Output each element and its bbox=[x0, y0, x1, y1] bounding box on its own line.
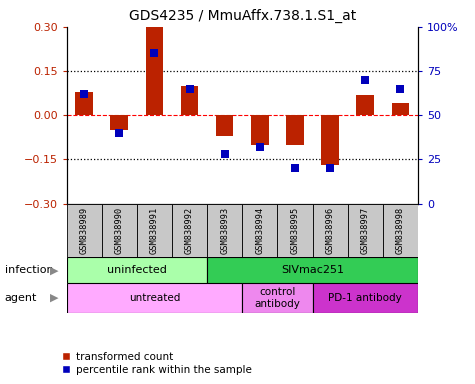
Bar bbox=[66, 283, 242, 313]
Text: ▶: ▶ bbox=[50, 293, 59, 303]
Text: GSM838993: GSM838993 bbox=[220, 207, 229, 254]
Text: GSM838989: GSM838989 bbox=[80, 207, 88, 254]
Bar bbox=[242, 204, 277, 257]
Point bbox=[256, 144, 264, 150]
Text: GSM838996: GSM838996 bbox=[326, 207, 334, 254]
Point bbox=[326, 165, 334, 171]
Point bbox=[151, 50, 158, 56]
Bar bbox=[66, 257, 207, 283]
Bar bbox=[242, 283, 313, 313]
Text: untreated: untreated bbox=[129, 293, 180, 303]
Bar bbox=[172, 204, 207, 257]
Text: uninfected: uninfected bbox=[107, 265, 167, 275]
Bar bbox=[207, 204, 242, 257]
Text: GSM838995: GSM838995 bbox=[291, 207, 299, 254]
Text: control
antibody: control antibody bbox=[255, 287, 300, 309]
Bar bbox=[313, 283, 418, 313]
Bar bbox=[216, 115, 233, 136]
Bar bbox=[313, 204, 348, 257]
Text: GSM838991: GSM838991 bbox=[150, 207, 159, 254]
Bar bbox=[383, 204, 418, 257]
Legend: transformed count, percentile rank within the sample: transformed count, percentile rank withi… bbox=[62, 352, 252, 375]
Bar bbox=[348, 204, 383, 257]
Point bbox=[115, 130, 123, 136]
Text: infection: infection bbox=[5, 265, 53, 275]
Point bbox=[397, 86, 404, 92]
Bar bbox=[251, 115, 269, 145]
Bar bbox=[286, 115, 304, 145]
Bar bbox=[277, 204, 313, 257]
Bar bbox=[137, 204, 172, 257]
Bar bbox=[145, 27, 163, 115]
Text: GSM838992: GSM838992 bbox=[185, 207, 194, 254]
Bar bbox=[391, 103, 409, 115]
Point bbox=[221, 151, 228, 157]
Bar bbox=[180, 86, 199, 115]
Bar bbox=[75, 92, 93, 115]
Bar bbox=[102, 204, 137, 257]
Bar bbox=[207, 257, 418, 283]
Bar bbox=[321, 115, 339, 165]
Text: agent: agent bbox=[5, 293, 37, 303]
Bar bbox=[66, 204, 102, 257]
Text: GSM838997: GSM838997 bbox=[361, 207, 370, 254]
Text: ▶: ▶ bbox=[50, 265, 59, 275]
Point bbox=[361, 77, 369, 83]
Title: GDS4235 / MmuAffx.738.1.S1_at: GDS4235 / MmuAffx.738.1.S1_at bbox=[129, 9, 356, 23]
Bar bbox=[356, 94, 374, 115]
Text: GSM838990: GSM838990 bbox=[115, 207, 124, 254]
Text: PD-1 antibody: PD-1 antibody bbox=[328, 293, 402, 303]
Point bbox=[80, 91, 88, 97]
Point bbox=[291, 165, 299, 171]
Text: SIVmac251: SIVmac251 bbox=[281, 265, 344, 275]
Text: GSM838994: GSM838994 bbox=[256, 207, 264, 254]
Text: GSM838998: GSM838998 bbox=[396, 207, 405, 254]
Point bbox=[186, 86, 193, 92]
Bar bbox=[110, 115, 128, 130]
